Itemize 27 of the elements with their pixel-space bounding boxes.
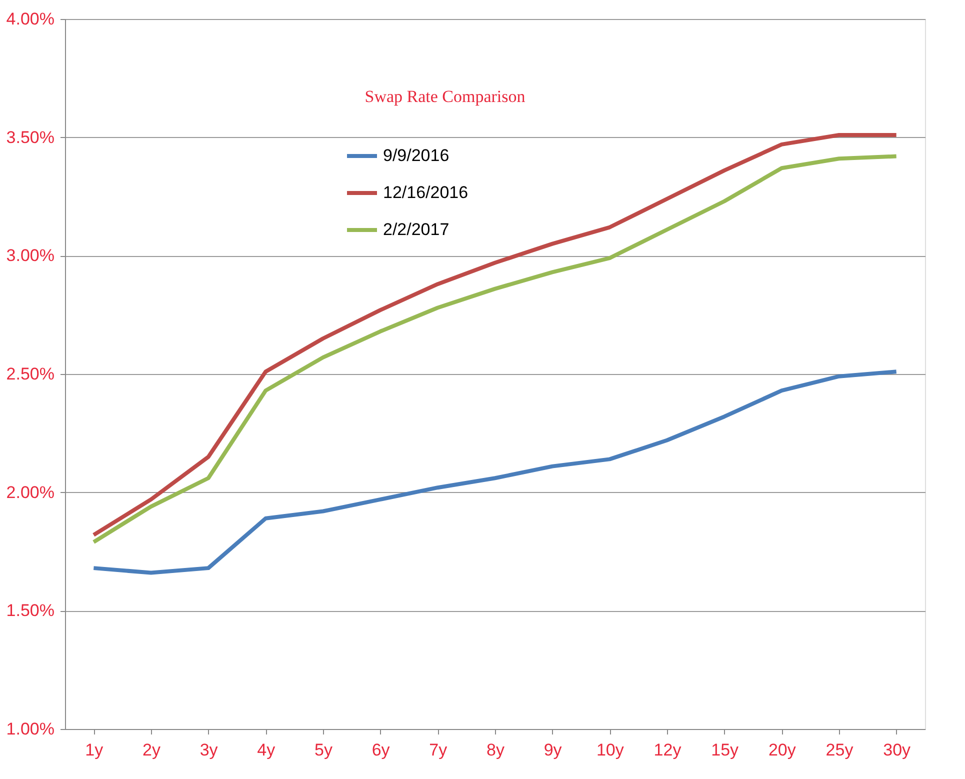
x-tick-label: 6y [372, 740, 390, 760]
line-series [92, 370, 898, 575]
text: Swap Rate Comparison [364, 87, 526, 106]
x-tick-label: 10y [596, 740, 624, 760]
x-tick-label: 9y [544, 740, 562, 760]
legend-label: 9/9/2016 [383, 146, 450, 165]
x-tick-label: 4y [257, 740, 276, 760]
y-tick-label: 3.00% [6, 246, 54, 266]
x-tick-label: 3y [200, 740, 218, 760]
y-tick-label: 2.00% [6, 482, 54, 502]
x-tick-label: 12y [654, 740, 682, 760]
x-tick-label: 8y [486, 740, 505, 760]
y-tick-label: 4.00% [6, 10, 54, 28]
x-tick-label: 15y [711, 740, 740, 760]
legend-label: 12/16/2016 [383, 183, 468, 202]
y-tick-label: 1.50% [6, 601, 54, 620]
x-tick-label: 2y [142, 740, 161, 760]
y-tick-label: 1.00% [6, 720, 54, 738]
legend-label: 2/2/2017 [383, 220, 450, 239]
y-tick-label: 3.50% [6, 128, 54, 147]
x-tick-label: 25y [826, 740, 854, 760]
x-tick-label: 5y [314, 740, 333, 760]
x-tick-label: 7y [429, 740, 448, 760]
x-tick-label: 1y [85, 740, 104, 760]
y-tick-label: 2.50% [6, 364, 54, 384]
x-tick-label: 30y [883, 740, 912, 760]
x-tick-label: 20y [768, 740, 796, 760]
